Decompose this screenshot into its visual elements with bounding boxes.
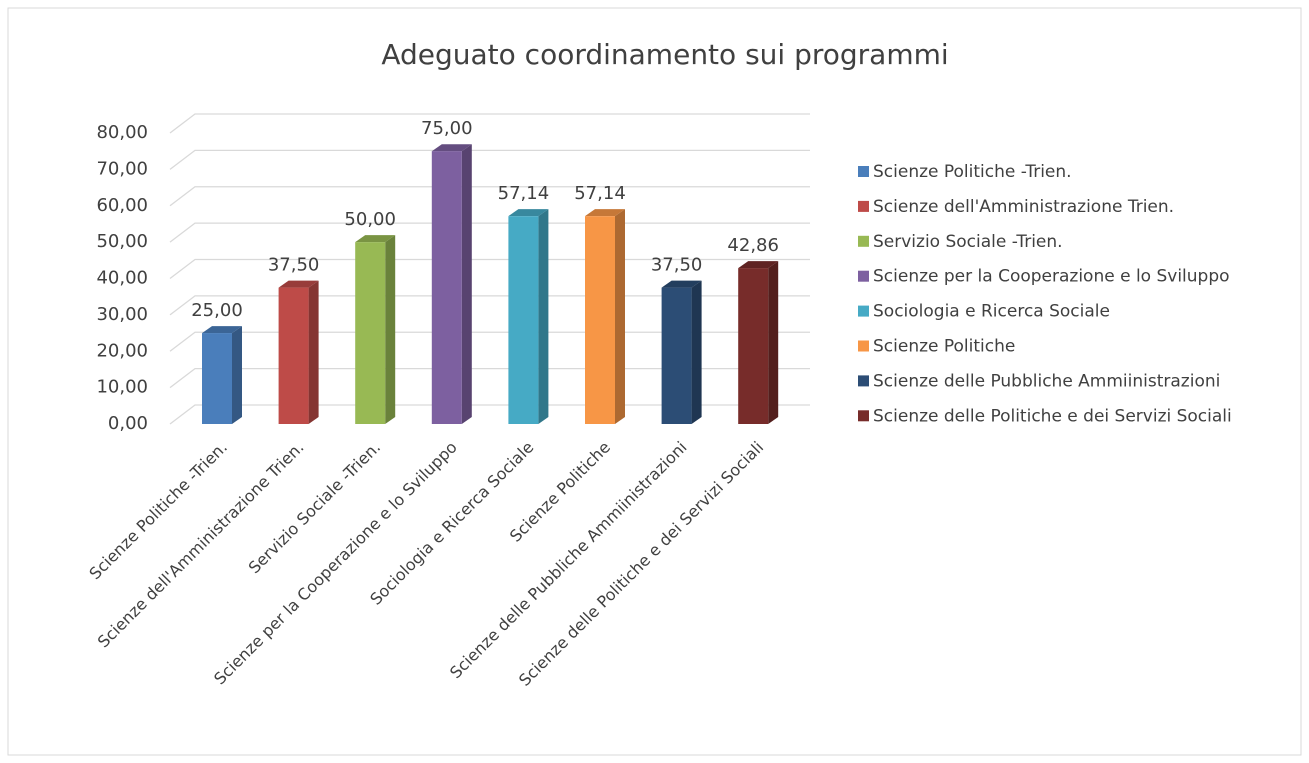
- bar: [278, 287, 309, 424]
- bar-side: [385, 235, 396, 424]
- bar-top: [508, 209, 549, 217]
- grid-line: [169, 113, 810, 134]
- legend-label: Scienze Politiche -Trien.: [873, 162, 1072, 182]
- y-tick-label: 80,00: [96, 122, 148, 143]
- bar: [585, 216, 615, 424]
- y-tick-label: 10,00: [96, 377, 148, 398]
- legend-swatch: [858, 410, 869, 422]
- legend-swatch: [858, 235, 869, 247]
- bar: [431, 151, 462, 424]
- value-label: 37,50: [268, 255, 320, 276]
- value-label: 42,86: [727, 235, 779, 256]
- bar: [202, 333, 232, 424]
- legend-label: Scienze per la Cooperazione e lo Svilupp…: [873, 267, 1230, 287]
- bar: [738, 268, 769, 424]
- legend-label: Sociologia e Ricerca Sociale: [873, 302, 1110, 322]
- value-label: 75,00: [421, 118, 473, 139]
- bar-top: [202, 326, 242, 334]
- bar-side: [308, 280, 319, 424]
- y-tick-label: 30,00: [96, 304, 148, 325]
- bar-side: [232, 326, 242, 424]
- bar-side: [691, 280, 702, 424]
- y-tick-label: 60,00: [96, 195, 148, 216]
- bar-top: [661, 280, 702, 288]
- y-tick-label: 70,00: [96, 158, 148, 179]
- legend-swatch: [858, 200, 869, 212]
- bar-side: [768, 261, 779, 424]
- chart-title: Adeguato coordinamento sui programmi: [381, 38, 948, 71]
- grid-line: [169, 186, 810, 207]
- value-label: 50,00: [344, 209, 396, 230]
- value-label: 57,14: [574, 183, 626, 204]
- grid-line: [169, 149, 810, 170]
- legend-label: Scienze delle Pubbliche Ammiinistrazioni: [873, 371, 1220, 391]
- legend-label: Scienze delle Politiche e dei Servizi So…: [873, 406, 1232, 426]
- y-tick-label: 40,00: [96, 268, 148, 289]
- bar-top: [355, 235, 396, 243]
- y-tick-label: 50,00: [96, 231, 148, 252]
- legend-swatch: [858, 305, 869, 317]
- bar-top: [738, 261, 779, 269]
- value-label: 25,00: [191, 300, 243, 321]
- value-label: 57,14: [498, 183, 550, 204]
- bar: [355, 242, 386, 424]
- bar-side: [538, 209, 549, 424]
- legend-swatch: [858, 375, 869, 387]
- legend-swatch: [858, 166, 869, 177]
- y-tick-label: 0,00: [108, 413, 148, 434]
- bar-side: [615, 209, 625, 424]
- legend-swatch: [858, 270, 869, 282]
- bar-top: [278, 280, 319, 288]
- bar: [661, 287, 692, 424]
- legend-label: Servizio Sociale -Trien.: [873, 232, 1063, 252]
- legend-label: Scienze dell'Amministrazione Trien.: [873, 197, 1174, 217]
- y-tick-label: 20,00: [96, 340, 148, 361]
- bar-top: [585, 209, 625, 217]
- legend-swatch: [858, 340, 869, 352]
- bar-top: [431, 144, 472, 152]
- legend-label: Scienze Politiche: [873, 337, 1015, 357]
- value-label: 37,50: [651, 255, 703, 276]
- bar-side: [461, 144, 472, 424]
- bar: [508, 216, 539, 424]
